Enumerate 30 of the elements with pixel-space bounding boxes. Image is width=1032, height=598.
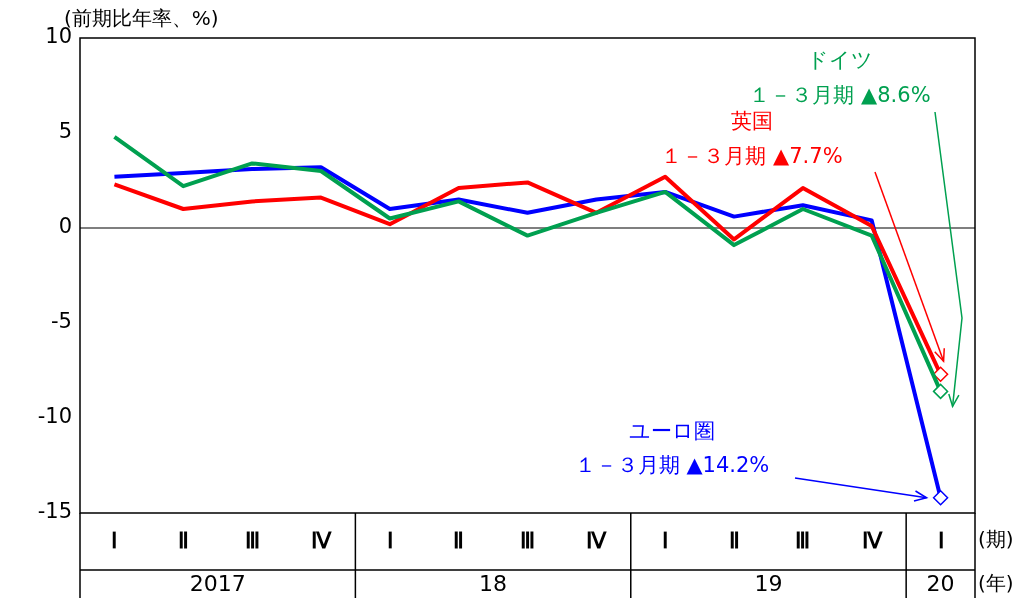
text: 19 (754, 570, 783, 596)
x-tick-label: Ⅲ (520, 527, 535, 553)
x-tick-label: Ⅰ (111, 527, 118, 553)
x-tick-label: Ⅱ (453, 527, 465, 553)
text: 18 (479, 570, 508, 596)
x-tick-label: Ⅱ (728, 527, 740, 553)
x-tick-label: Ⅳ (310, 527, 332, 553)
y-tick-label: -10 (37, 404, 72, 429)
x-tick-label: Ⅰ (662, 527, 669, 553)
y-tick-label: -15 (37, 499, 72, 524)
x-axis-title: (期) (978, 527, 1014, 552)
x-tick-label: Ⅳ (586, 527, 608, 553)
text: 英国 (731, 109, 773, 134)
text: 2017 (189, 570, 246, 596)
x-tick-label: Ⅲ (795, 527, 811, 553)
x-tick-label: Ⅱ (177, 527, 189, 553)
y-tick-label: 5 (58, 119, 72, 144)
text: 20 (926, 570, 955, 596)
x-tick-label: Ⅳ (861, 527, 883, 553)
text: (年) (978, 571, 1014, 596)
annotation: １－３月期 ▲7.7% (661, 144, 843, 169)
x-tick-label: Ⅰ (937, 527, 944, 553)
y-tick-label: 0 (58, 214, 72, 239)
annotation: １－３月期 ▲14.2% (574, 453, 770, 478)
x-tick-label: Ⅲ (244, 527, 260, 553)
annotation: １－３月期 ▲8.6% (749, 83, 931, 108)
text: ユーロ圏 (629, 419, 715, 444)
y-tick-label: -5 (51, 309, 72, 334)
text: ドイツ (807, 48, 873, 73)
x-tick-label: Ⅰ (386, 527, 393, 553)
